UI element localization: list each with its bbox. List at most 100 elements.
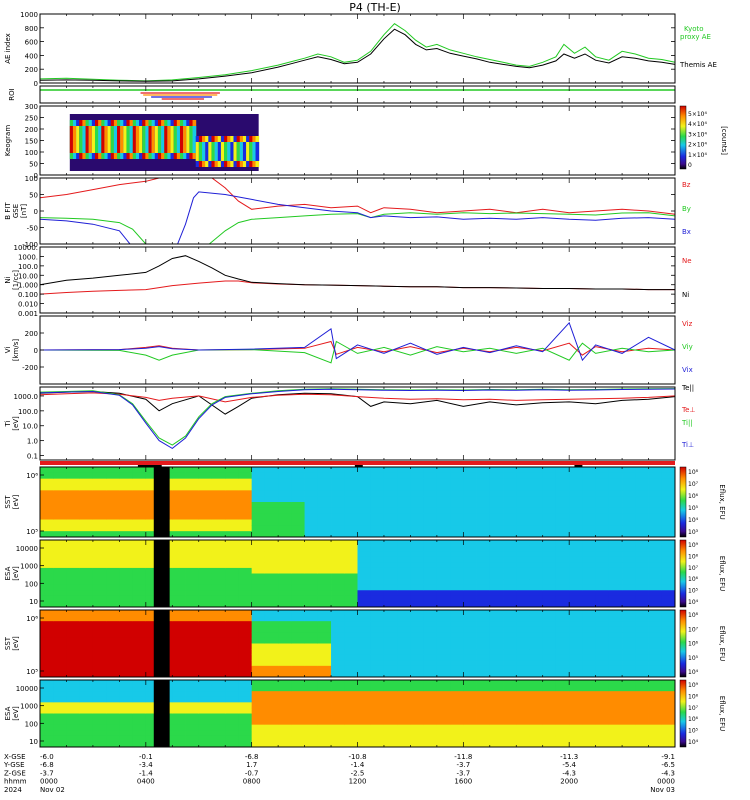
sst_e-cell [648, 478, 663, 485]
sst_i-cell [370, 671, 385, 678]
sst_i-cell [503, 626, 517, 633]
esa_i-cell [635, 707, 649, 714]
sst_e-cell [66, 484, 81, 491]
esa_e-cell [53, 590, 67, 597]
sst_i-cell [53, 626, 67, 633]
esa_i-cell [529, 730, 544, 737]
sst_e-cell [370, 490, 385, 497]
esa_e-cell [648, 590, 663, 597]
esa_i-cell [648, 680, 663, 686]
sst_i-cell [92, 665, 107, 672]
sst_e-cell [264, 513, 279, 520]
sst_i-cell [106, 660, 120, 667]
esa_e-cell [53, 584, 67, 591]
esa_i-cell [92, 680, 107, 686]
sst_i-cell [106, 671, 120, 678]
sst_i-cell [648, 621, 663, 628]
sst_e-cell [397, 502, 411, 509]
esa_e-cell [238, 590, 253, 597]
esa_e-cell [132, 545, 147, 552]
sst_i-cell [516, 660, 530, 667]
sst_e-cell [489, 531, 504, 538]
esa_e-cell [211, 540, 226, 546]
esa_i-cell [53, 696, 67, 703]
time-axis-value: -4.3 [562, 769, 576, 777]
sst_i-cell [516, 615, 530, 622]
sst_i-cell [185, 671, 200, 678]
esa_i-cell [211, 735, 226, 742]
esa_i-cell [251, 707, 266, 714]
esa_i-cell [476, 741, 491, 748]
sst_e-cell [211, 531, 226, 538]
temperature-frame [39, 386, 676, 461]
esa_i-cell [476, 702, 491, 709]
esa_e-cell [370, 590, 385, 597]
esa_i-cell [661, 702, 676, 709]
esa_e-cell [40, 556, 54, 563]
esa_e-cell [106, 601, 120, 608]
sst_i-cell [529, 665, 544, 672]
sst_e-cell [608, 478, 623, 485]
esa_e-cell [476, 540, 491, 546]
esa_i-cell [304, 702, 319, 709]
esa_e-cell [198, 584, 213, 591]
sst_e-cell [476, 484, 491, 491]
sst_i-cell [516, 665, 530, 672]
sst_e-cell [40, 490, 54, 497]
time-axis-value: Nov 03 [650, 786, 675, 794]
esa_i-cell [92, 691, 107, 698]
esa_i-cell [92, 719, 107, 726]
esa_i-cell [555, 707, 570, 714]
esa_e-cell [463, 579, 477, 586]
esa_e-cell [450, 540, 464, 546]
esa_i-cell [251, 680, 266, 686]
esa_i-cell [476, 713, 491, 720]
keogram-colorbar-tick: 0 [688, 162, 692, 169]
sst_e-cell [476, 490, 491, 497]
sst_i-cell [370, 621, 385, 628]
temperature-series-te- [39, 392, 676, 403]
density-series-ne [39, 280, 675, 295]
esa_e-cell [436, 540, 451, 546]
keogram-cell [255, 142, 260, 161]
esa_i-cell [92, 730, 107, 737]
esa_e-cell [569, 601, 583, 608]
sst_e-cell [410, 519, 425, 526]
velocity-series-vix [39, 321, 676, 362]
esa_e-cell [40, 545, 54, 552]
esa_e-cell [238, 540, 253, 546]
esa_i-cell [635, 696, 649, 703]
esa_e-cell [198, 540, 213, 546]
sst_i-cell [132, 660, 147, 667]
esa_e-cell [582, 584, 597, 591]
esa_i-cell [53, 680, 67, 686]
sst_i-cell [291, 637, 305, 644]
sst_e-cell [555, 490, 570, 497]
sst_i-cell [291, 654, 305, 661]
sst_e-cell [595, 502, 610, 509]
sst_i-cell [357, 649, 372, 656]
sst_i-cell [172, 654, 186, 661]
esa_e-cell [569, 579, 583, 586]
sst_e-cell [132, 502, 147, 509]
esa_e-cell [251, 551, 266, 558]
esa_e-cell [132, 556, 147, 563]
sst_i-cell [185, 626, 200, 633]
sst_e-cell [79, 478, 94, 485]
esa_i-cell [198, 719, 213, 726]
sst_e-cell [317, 484, 332, 491]
esa_e-cell [595, 540, 610, 546]
esa_i-cell [542, 719, 557, 726]
sst_i-cell [410, 621, 425, 628]
sst_e-cell [145, 467, 160, 474]
esa_e-cell [463, 556, 477, 563]
sst_e-cell [185, 478, 200, 485]
sst_i-cell [66, 654, 81, 661]
esa_e-cell [595, 601, 610, 608]
esa_i-cell [397, 741, 411, 748]
esa_e-cell [582, 540, 597, 546]
sst_e-cell [582, 484, 597, 491]
esa_e-cell [370, 545, 385, 552]
sst_e-cell [635, 519, 649, 526]
sst_i-cell [555, 632, 570, 639]
